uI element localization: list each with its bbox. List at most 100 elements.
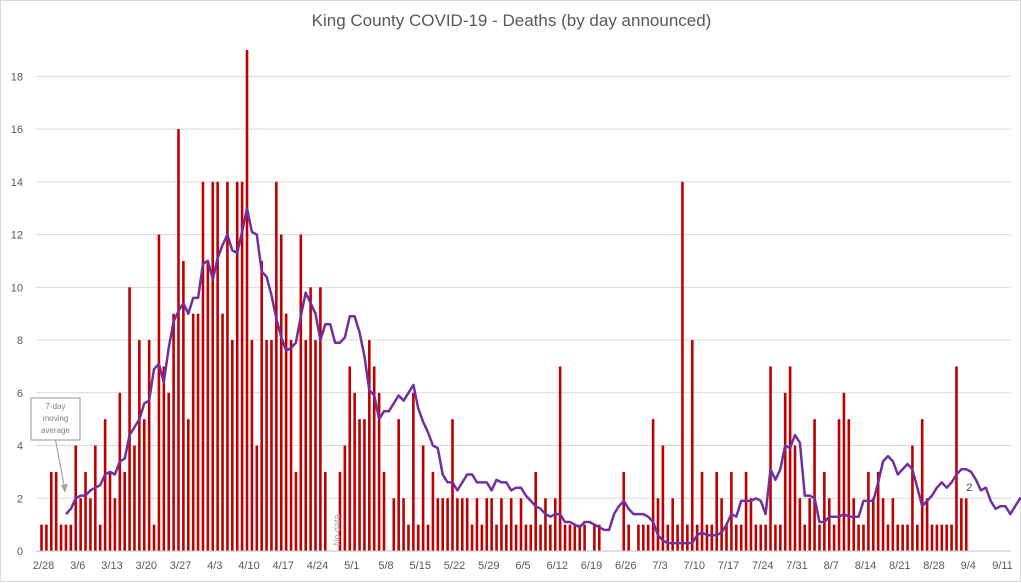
bar-mark [695, 524, 699, 551]
bar-mark [245, 50, 249, 551]
bar-mark [666, 524, 670, 551]
bar-mark [764, 524, 767, 551]
callout-arrowhead [61, 484, 68, 493]
bar-mark [950, 524, 953, 551]
bar-mark [622, 471, 626, 551]
x-tick-label: 3/6 [70, 560, 85, 572]
bar-mark [553, 498, 557, 551]
bar-mark [260, 260, 263, 551]
bar-mark [881, 498, 885, 551]
bar-mark [597, 524, 601, 551]
x-tick-label: 4/10 [238, 560, 259, 572]
callout-text: average [41, 426, 70, 435]
bar-mark [935, 524, 939, 551]
bar-mark [138, 340, 141, 551]
bar-mark [231, 340, 234, 551]
bar-mark [798, 498, 802, 551]
bar-mark [289, 340, 293, 551]
bar-mark [871, 498, 875, 551]
x-tick-label: 5/29 [478, 560, 499, 572]
bar-mark [397, 419, 400, 551]
bar-mark [886, 524, 890, 551]
bar-mark [671, 498, 674, 551]
bar-mark [779, 524, 782, 551]
x-tick-label: 3/13 [101, 560, 122, 572]
x-tick-label: 7/10 [684, 560, 705, 572]
bar-mark [906, 524, 909, 551]
bar-mark [495, 524, 498, 551]
bar-mark [813, 419, 816, 551]
bar-mark [734, 524, 738, 551]
bar-mark [710, 524, 714, 551]
bar-mark [431, 471, 435, 551]
bar-mark [681, 181, 684, 551]
bar-mark [402, 498, 405, 551]
x-tick-label: 9/11 [992, 560, 1013, 572]
bar-mark [514, 524, 518, 551]
bar-mark [793, 445, 797, 551]
bar-mark [363, 419, 366, 551]
x-tick-label: 4/3 [207, 560, 222, 572]
x-tick-label: 7/3 [652, 560, 667, 572]
bar-mark [896, 524, 900, 551]
bar-mark [299, 234, 303, 551]
bar-mark [441, 498, 445, 551]
bar-mark [45, 524, 48, 551]
y-tick-label: 12 [11, 230, 23, 242]
bar-mark [226, 181, 229, 551]
bar-mark [505, 524, 508, 551]
bar-mark [759, 524, 763, 551]
bar-mark [279, 234, 283, 551]
x-tick-label: 7/24 [752, 560, 773, 572]
bar-mark [353, 392, 356, 551]
x-tick-label: 8/21 [889, 560, 910, 572]
bar-mark [627, 524, 630, 551]
bar-mark [451, 419, 454, 551]
bar-mark [823, 471, 826, 551]
x-tick-label: 8/14 [855, 560, 876, 572]
bar-mark [118, 392, 122, 551]
bar-mark [392, 498, 396, 551]
bar-mark [769, 366, 772, 551]
bar-mark [862, 524, 865, 551]
bar-mark [725, 524, 728, 551]
x-tick-label: 4/24 [307, 560, 328, 572]
bar-mark [250, 340, 254, 551]
bar-mark [901, 524, 904, 551]
bar-mark [960, 498, 963, 551]
bar-mark [94, 445, 97, 551]
bar-mark [343, 445, 347, 551]
bar-mark [788, 366, 792, 551]
bar-mark [201, 181, 205, 551]
bar-mark [534, 471, 537, 551]
bar-mark [568, 524, 572, 551]
bar-mark [783, 392, 787, 551]
bar-mark [338, 471, 342, 551]
x-tick-label: 6/5 [515, 560, 530, 572]
bar-mark [377, 392, 381, 551]
x-tick-label: 8/7 [824, 560, 839, 572]
bar-mark [480, 524, 484, 551]
bar-mark [304, 340, 308, 551]
bar-mark [348, 366, 352, 551]
bar-mark [470, 524, 474, 551]
bar-mark [358, 419, 361, 551]
bar-mark [465, 498, 469, 551]
x-tick-label: 3/27 [170, 560, 191, 572]
bar-mark [842, 392, 846, 551]
x-tick-label: 8/28 [923, 560, 944, 572]
y-tick-label: 18 [11, 71, 23, 83]
callout-box [30, 397, 81, 441]
y-tick-label: 4 [17, 441, 23, 453]
bar-mark [426, 524, 430, 551]
bar-mark [529, 524, 533, 551]
bar-mark [416, 524, 420, 551]
bar-mark [945, 524, 948, 551]
bar-mark [857, 524, 860, 551]
bar-mark [123, 471, 126, 551]
callout-pointer [54, 439, 66, 491]
last-value-label: 2 [966, 482, 972, 494]
bar-mark [803, 524, 807, 551]
bar-mark [446, 498, 449, 551]
